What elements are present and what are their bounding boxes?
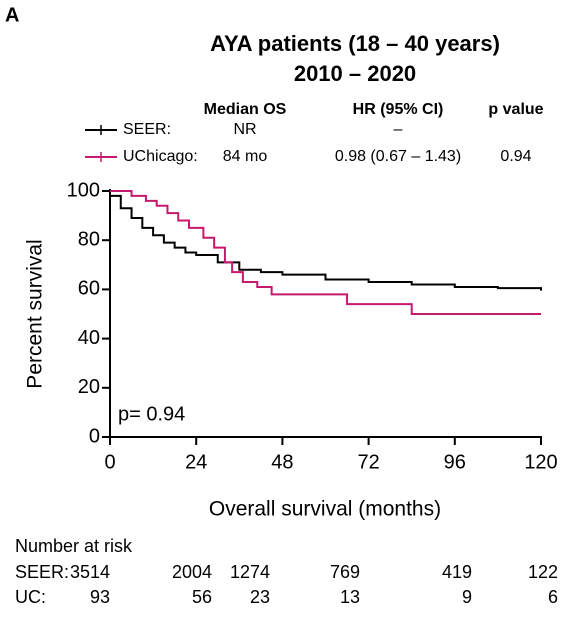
risk-value: 419	[442, 562, 472, 582]
risk-title: Number at risk	[15, 536, 133, 556]
x-axis-label: Overall survival (months)	[209, 498, 441, 521]
y-axis-label: Percent survival	[24, 239, 47, 388]
y-tick-label: 0	[89, 425, 100, 447]
legend-header: Median OS	[204, 101, 287, 118]
risk-value: 23	[250, 587, 270, 607]
risk-value: 93	[90, 587, 110, 607]
panel-label: A	[5, 4, 19, 26]
survival-curve	[110, 190, 541, 315]
legend-label: SEER:	[123, 121, 171, 138]
legend-cell: 84 mo	[223, 148, 268, 165]
legend-header: p value	[488, 101, 543, 118]
x-tick-label: 24	[185, 451, 207, 473]
legend-cell: –	[394, 121, 403, 138]
risk-value: 122	[528, 562, 558, 582]
risk-value: 2004	[172, 562, 212, 582]
risk-value: 9	[462, 587, 472, 607]
risk-value: 56	[192, 587, 212, 607]
y-tick-label: 40	[78, 327, 100, 349]
legend-cell: 0.98 (0.67 – 1.43)	[335, 148, 461, 165]
risk-value: 3514	[70, 562, 110, 582]
x-tick-label: 120	[524, 451, 557, 473]
x-tick-label: 0	[104, 451, 115, 473]
chart-title: AYA patients (18 – 40 years)	[210, 31, 500, 56]
legend-cell: 0.94	[500, 148, 531, 165]
legend-cell: NR	[233, 121, 256, 138]
risk-value: 13	[340, 587, 360, 607]
x-tick-label: 72	[357, 451, 379, 473]
annotation: p= 0.94	[118, 403, 185, 425]
x-tick-label: 96	[444, 451, 466, 473]
y-tick-label: 80	[78, 228, 100, 250]
risk-label: UC:	[15, 587, 46, 607]
chart-subtitle: 2010 – 2020	[294, 61, 416, 86]
legend-header: HR (95% CI)	[353, 101, 444, 118]
risk-value: 769	[330, 562, 360, 582]
risk-value: 6	[548, 587, 558, 607]
y-tick-label: 100	[67, 179, 100, 201]
y-tick-label: 20	[78, 376, 100, 398]
y-tick-label: 60	[78, 278, 100, 300]
risk-value: 1274	[230, 562, 270, 582]
x-tick-label: 48	[271, 451, 293, 473]
survival-curve	[110, 194, 542, 291]
legend-label: UChicago:	[123, 148, 198, 165]
risk-label: SEER:	[15, 562, 69, 582]
